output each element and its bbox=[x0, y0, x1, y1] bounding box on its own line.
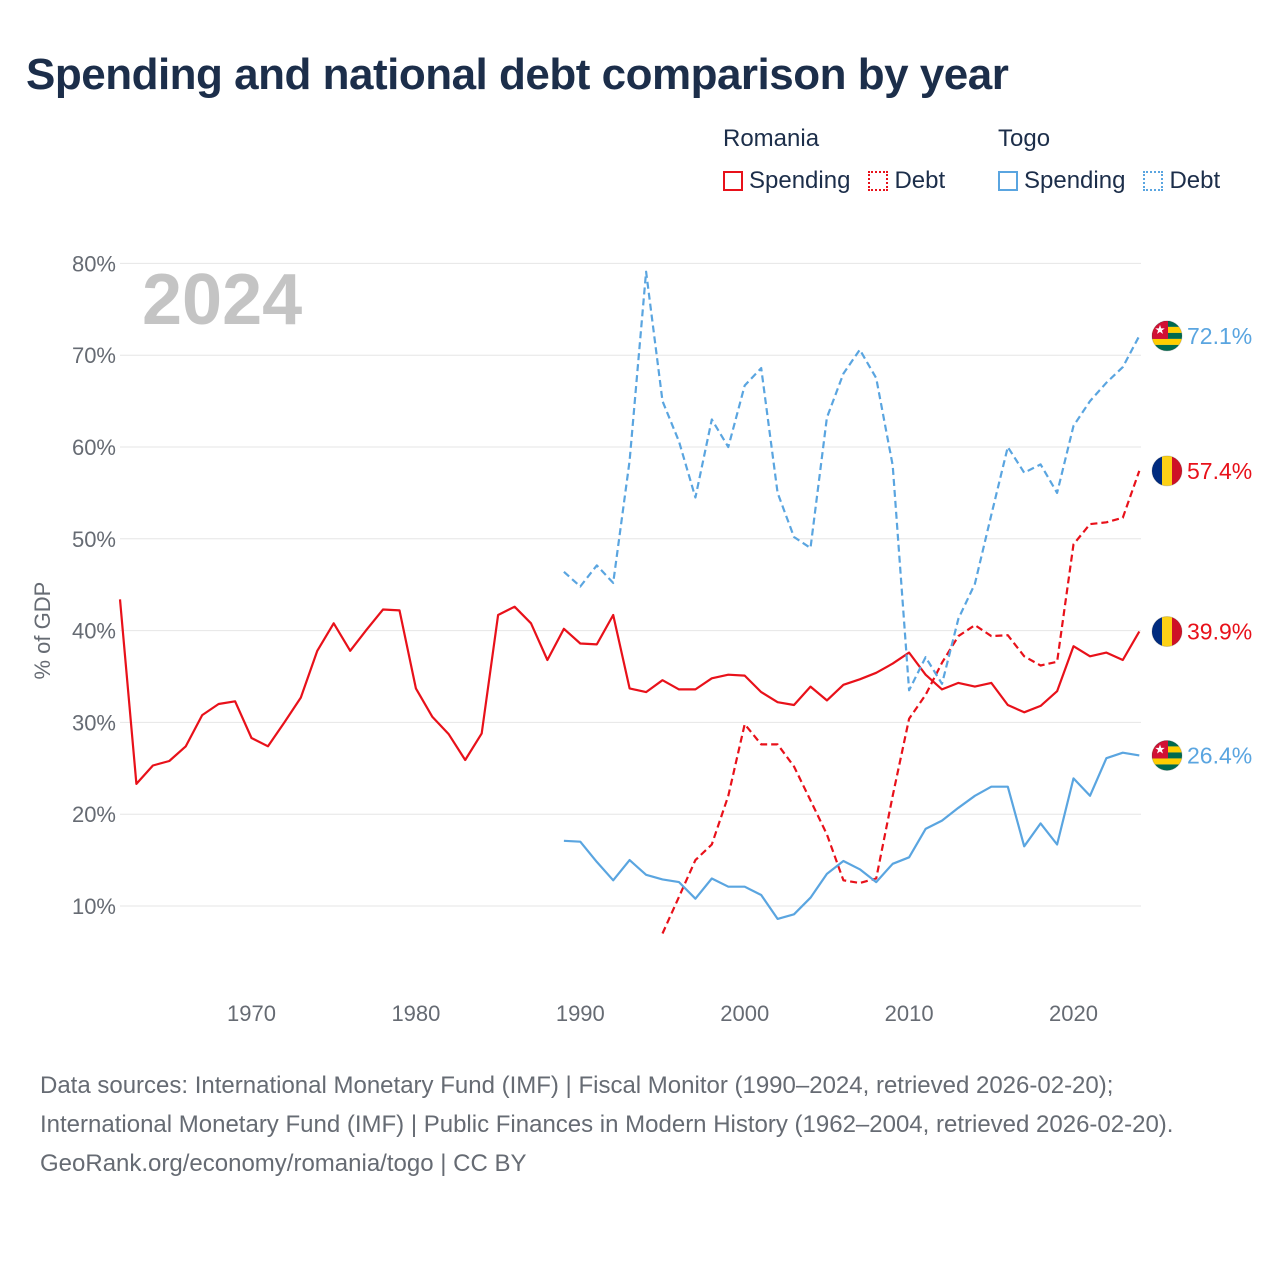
end-value-label: 26.4% bbox=[1187, 742, 1252, 768]
togo-flag-border bbox=[1151, 320, 1183, 352]
legend-item-romania-debt[interactable]: Debt bbox=[868, 166, 945, 196]
y-tick-label: 10% bbox=[72, 894, 116, 919]
x-tick-label: 1980 bbox=[391, 1001, 440, 1026]
x-tick-label: 2020 bbox=[1049, 1001, 1098, 1026]
footer-credit[interactable]: GeoRank.org/economy/romania/togo | CC BY bbox=[40, 1150, 527, 1177]
legend-item-romania-spending[interactable]: Spending bbox=[723, 166, 850, 196]
legend-label: Spending bbox=[749, 167, 851, 194]
x-tick-label: 1970 bbox=[227, 1001, 276, 1026]
legend-swatch-dotted bbox=[868, 171, 889, 191]
line-chart: 2024 10% 20% 30% 40% 50% 60% 70% 80% 1970 1980 1990… bbox=[30, 251, 1252, 1026]
y-tick-label: 30% bbox=[72, 710, 116, 735]
footer: Data sources: International Monetary Fun… bbox=[40, 1066, 1240, 1183]
legend-swatch-dotted bbox=[1143, 171, 1164, 191]
end-value-label: 72.1% bbox=[1187, 323, 1252, 349]
legend-country-romania: Romania bbox=[723, 125, 820, 152]
x-tick-label: 2000 bbox=[720, 1001, 769, 1026]
y-axis-label: % of GDP bbox=[30, 582, 55, 680]
romania-flag-icon bbox=[1152, 616, 1182, 647]
legend-country-togo: Togo bbox=[998, 125, 1051, 152]
romania-flag-border bbox=[1151, 455, 1183, 487]
legend-item-togo-spending[interactable]: Spending bbox=[998, 166, 1125, 196]
legend-label: Spending bbox=[1024, 167, 1126, 194]
romania-flag-icon bbox=[1152, 455, 1182, 486]
romania-spending-line[interactable] bbox=[118, 599, 1141, 786]
romania-debt-line[interactable] bbox=[661, 470, 1141, 934]
x-tick-label: 1990 bbox=[556, 1001, 605, 1026]
y-tick-label: 20% bbox=[72, 802, 116, 827]
y-tick-label: 70% bbox=[72, 343, 116, 368]
romania-flag-border bbox=[1151, 616, 1183, 648]
legend-item-togo-debt[interactable]: Debt bbox=[1143, 166, 1220, 196]
togo-flag-border bbox=[1151, 739, 1183, 771]
y-tick-label: 40% bbox=[72, 619, 116, 644]
legend-togo: Togo Spending Debt bbox=[998, 124, 1220, 196]
year-watermark: 2024 bbox=[142, 260, 302, 340]
end-value-label: 39.9% bbox=[1187, 619, 1252, 645]
togo-spending-line[interactable] bbox=[563, 751, 1140, 921]
y-tick-label: 50% bbox=[72, 527, 116, 552]
legend-swatch-solid bbox=[723, 171, 743, 191]
y-tick-label: 80% bbox=[72, 251, 116, 276]
y-tick-label: 60% bbox=[72, 435, 116, 460]
legend-romania: Romania Spending Debt bbox=[723, 124, 945, 196]
chart-title: Spending and national debt comparison by… bbox=[26, 50, 1009, 99]
end-value-label: 57.4% bbox=[1187, 458, 1252, 484]
footer-sources: Data sources: International Monetary Fun… bbox=[40, 1072, 1174, 1138]
legend-label: Debt bbox=[894, 167, 946, 194]
legend-swatch-solid bbox=[998, 171, 1018, 191]
x-tick-label: 2010 bbox=[885, 1001, 934, 1026]
togo-debt-line[interactable] bbox=[563, 270, 1141, 692]
legend-label: Debt bbox=[1169, 167, 1221, 194]
